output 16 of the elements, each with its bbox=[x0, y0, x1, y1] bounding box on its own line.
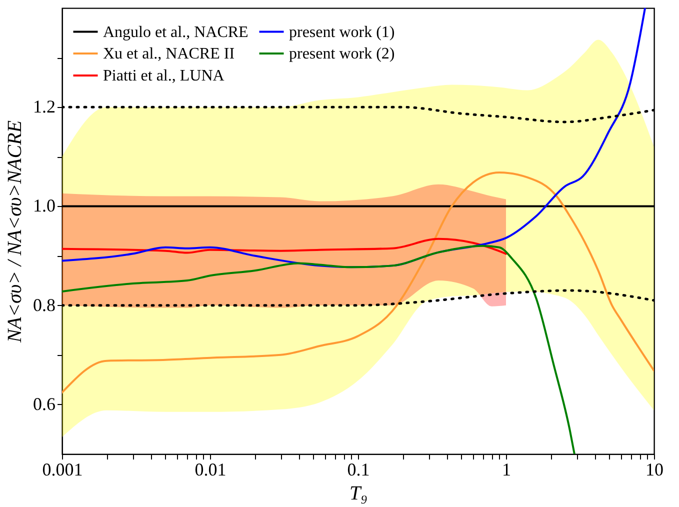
legend-label: present work (2) bbox=[289, 46, 395, 62]
y-axis-title: NA<συ> / NA<συ>NACRE bbox=[4, 120, 26, 344]
x-tick-label: 0.1 bbox=[347, 460, 370, 480]
x-axis-title: T₉ bbox=[349, 482, 368, 504]
y-tick-label: 0.6 bbox=[33, 394, 56, 414]
x-tick-label: 0.001 bbox=[42, 460, 83, 480]
x-tick-label: 0.01 bbox=[194, 460, 226, 480]
y-tick-label: 1.0 bbox=[33, 196, 56, 216]
y-tick-label: 0.8 bbox=[33, 294, 56, 315]
y-tick-label: 1.2 bbox=[33, 96, 56, 117]
legend-label: Piatti et al., LUNA bbox=[103, 68, 225, 84]
legend-label: Angulo et al., NACRE bbox=[103, 24, 248, 41]
x-tick-label: 1 bbox=[502, 460, 511, 480]
legend-label: present work (1) bbox=[289, 24, 395, 41]
legend-label: Xu et al., NACRE II bbox=[103, 46, 235, 62]
x-tick-label: 10 bbox=[646, 460, 664, 480]
